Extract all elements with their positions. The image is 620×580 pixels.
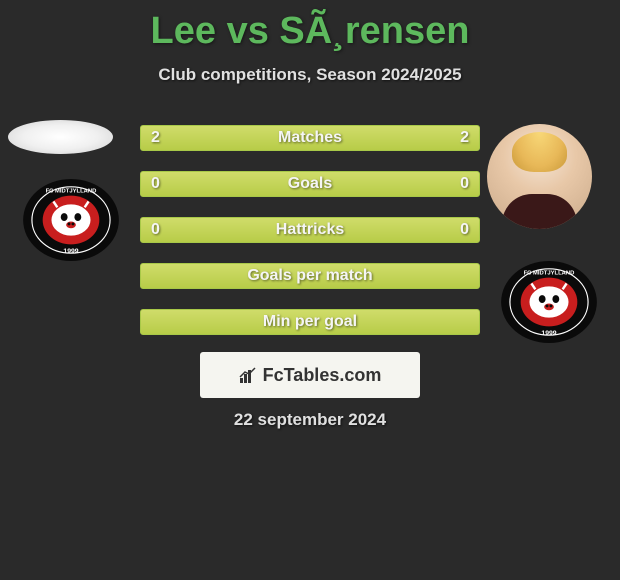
- club-logo-right: FC MIDTJYLLAND 1999: [500, 260, 598, 344]
- stat-row-hattricks: 0 Hattricks 0: [140, 217, 480, 243]
- stat-label: Hattricks: [276, 221, 344, 239]
- stat-label: Matches: [278, 129, 342, 147]
- stat-left-value: 0: [151, 221, 160, 239]
- club-logo-left: FC MIDTJYLLAND 1999: [22, 178, 120, 262]
- stat-left-value: 2: [151, 129, 160, 147]
- stat-label: Goals per match: [247, 267, 372, 285]
- stat-label: Min per goal: [263, 313, 357, 331]
- stat-row-goals: 0 Goals 0: [140, 171, 480, 197]
- stats-container: 2 Matches 2 0 Goals 0 0 Hattricks 0 Goal…: [140, 125, 480, 355]
- page-title: Lee vs SÃ¸rensen: [0, 0, 620, 53]
- svg-text:FC MIDTJYLLAND: FC MIDTJYLLAND: [524, 271, 575, 277]
- subtitle: Club competitions, Season 2024/2025: [0, 65, 620, 85]
- watermark-text: FcTables.com: [263, 365, 382, 386]
- stat-row-matches: 2 Matches 2: [140, 125, 480, 151]
- stat-right-value: 0: [460, 175, 469, 193]
- svg-text:1999: 1999: [63, 248, 78, 255]
- stat-right-value: 0: [460, 221, 469, 239]
- player-avatar-left: [8, 120, 113, 154]
- stat-row-goals-per-match: Goals per match: [140, 263, 480, 289]
- stat-label: Goals: [288, 175, 332, 193]
- chart-icon: [239, 366, 257, 384]
- player-avatar-right: [487, 124, 592, 229]
- stat-row-min-per-goal: Min per goal: [140, 309, 480, 335]
- date-label: 22 september 2024: [234, 410, 386, 430]
- svg-text:1999: 1999: [541, 330, 556, 337]
- svg-text:FC MIDTJYLLAND: FC MIDTJYLLAND: [46, 189, 97, 195]
- stat-right-value: 2: [460, 129, 469, 147]
- watermark: FcTables.com: [200, 352, 420, 398]
- stat-left-value: 0: [151, 175, 160, 193]
